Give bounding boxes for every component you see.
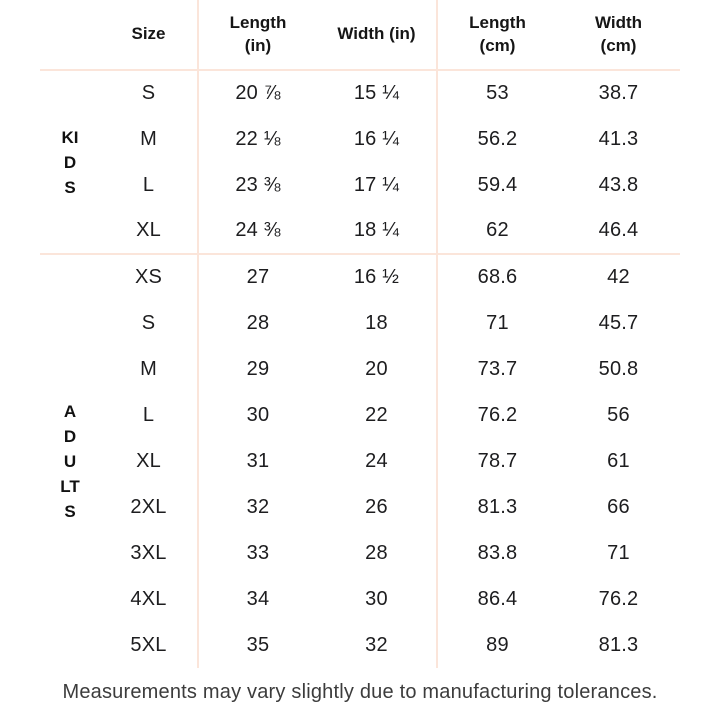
- length-in-cell: 23 ⅜: [235, 173, 281, 196]
- width-in-cell: 26: [317, 484, 438, 530]
- table-body: KIDS S 20 ⅞ 15 ¼ 53 38.7 M 22 ⅛ 16 ¼ 56.2 41.3 L 23 …: [40, 70, 680, 668]
- length-in-cell: 32: [246, 495, 270, 518]
- width-in-cell: 20: [317, 346, 438, 392]
- width-in-cell: 22: [317, 392, 438, 438]
- width-in-cell: 16 ½: [317, 254, 438, 300]
- group-label-adults: ADULTS: [40, 254, 100, 668]
- width-cm-cell: 42: [607, 266, 630, 288]
- width-cm-cell: 56: [607, 403, 630, 426]
- length-in-cell: 24 ⅜: [198, 208, 317, 255]
- size-cell: XL: [100, 208, 199, 255]
- length-cm-cell: 56.2: [477, 127, 518, 150]
- header-length-in: Length (in): [198, 0, 317, 71]
- length-in-cell: 29: [246, 357, 270, 380]
- width-cm-cell: 50.8: [598, 357, 639, 380]
- length-cm-cell: 73.7: [477, 357, 518, 380]
- width-cm-cell: 76.2: [598, 587, 639, 610]
- size-cell: L: [100, 392, 199, 438]
- table-row: ADULTS XS 27 16 ½ 68.6 42: [40, 254, 680, 521]
- size-cell: XS: [100, 254, 199, 300]
- size-cell: L: [100, 162, 199, 208]
- table-row: 5XL 35 32 89 81.3: [40, 622, 680, 668]
- group-label-text: KIDS: [61, 127, 79, 197]
- width-cm-cell: 46.4: [557, 208, 680, 255]
- width-cm-cell: 41.3: [598, 127, 639, 150]
- width-in-cell: 18 ¼: [317, 208, 438, 255]
- group-label-text: ADULTS: [60, 402, 80, 521]
- size-chart-table: Size Length (in) Width (in) Length (cm) …: [40, 0, 680, 668]
- length-cm-cell: 53: [486, 82, 509, 104]
- width-cm-cell: 43.8: [598, 173, 639, 196]
- width-cm-cell: 81.3: [598, 633, 639, 656]
- table-row: S 28 18 71 45.7: [40, 300, 680, 346]
- table-row: KIDS S 20 ⅞ 15 ¼ 53 38.7: [40, 70, 680, 255]
- length-cm-cell: 76.2: [477, 403, 518, 426]
- size-cell: S: [100, 300, 199, 346]
- size-cell: 5XL: [100, 622, 199, 668]
- length-in-cell: 22 ⅛: [235, 127, 281, 150]
- size-cell: 3XL: [100, 530, 199, 576]
- width-in-cell: 17 ¼: [317, 162, 438, 208]
- width-in-cell: 15 ¼: [317, 70, 438, 116]
- table-row: 2XL 32 26 81.3 66: [40, 484, 680, 530]
- size-cell: 4XL: [100, 576, 199, 622]
- length-cm-cell: 71: [486, 311, 509, 334]
- length-cm-cell: 86.4: [477, 587, 518, 610]
- table-row: M 29 20 73.7 50.8: [40, 346, 680, 392]
- length-cm-cell: 59.4: [477, 173, 518, 196]
- header-row: Size Length (in) Width (in) Length (cm) …: [40, 0, 680, 71]
- header-width-cm: Width (cm): [557, 0, 680, 71]
- table-row: XL 31 24 78.7 61: [40, 438, 680, 484]
- length-cm-cell: 81.3: [477, 495, 518, 518]
- header-size: Size: [100, 0, 199, 71]
- table-row: 4XL 34 30 86.4 76.2: [40, 576, 680, 622]
- length-cm-cell: 68.6: [477, 266, 518, 288]
- size-cell: XL: [100, 438, 199, 484]
- width-in-cell: 16 ¼: [317, 116, 438, 162]
- width-cm-cell: 71: [607, 541, 630, 564]
- length-in-cell: 35: [246, 633, 270, 656]
- table-header: Size Length (in) Width (in) Length (cm) …: [40, 0, 680, 71]
- length-in-cell: 20 ⅞: [235, 82, 281, 104]
- length-in-cell: 27: [246, 266, 270, 288]
- size-cell: 2XL: [100, 484, 199, 530]
- size-cell: M: [100, 346, 199, 392]
- width-in-cell: 32: [317, 622, 438, 668]
- size-cell: M: [100, 116, 199, 162]
- length-in-cell: 28: [246, 311, 270, 334]
- length-cm-cell: 89: [486, 633, 509, 656]
- header-width-in: Width (in): [317, 0, 438, 71]
- header-group-spacer: [40, 0, 100, 71]
- table-row: L 30 22 76.2 56: [40, 392, 680, 438]
- width-in-cell: 28: [317, 530, 438, 576]
- table-row: M 22 ⅛ 16 ¼ 56.2 41.3: [40, 116, 680, 162]
- table-row: 3XL 33 28 83.8 71: [40, 530, 680, 576]
- width-cm-cell: 45.7: [598, 311, 639, 334]
- length-cm-cell: 62: [437, 208, 557, 255]
- width-cm-cell: 61: [607, 449, 630, 472]
- table-row: L 23 ⅜ 17 ¼ 59.4 43.8: [40, 162, 680, 208]
- width-cm-cell: 38.7: [598, 82, 639, 104]
- tolerance-note: Measurements may vary slightly due to ma…: [62, 681, 658, 703]
- length-cm-cell: 83.8: [477, 541, 518, 564]
- length-in-cell: 30: [246, 403, 270, 426]
- table-row: XL 24 ⅜ 18 ¼ 62 46.4: [40, 208, 680, 255]
- length-in-cell: 33: [246, 541, 270, 564]
- width-in-cell: 18: [317, 300, 438, 346]
- size-cell: S: [100, 70, 199, 116]
- length-in-cell: 31: [246, 449, 270, 472]
- header-length-cm: Length (cm): [437, 0, 557, 71]
- width-in-cell: 24: [317, 438, 438, 484]
- width-cm-cell: 66: [607, 495, 630, 518]
- length-cm-cell: 78.7: [477, 449, 518, 472]
- group-label-kids: KIDS: [40, 70, 100, 255]
- width-in-cell: 30: [317, 576, 438, 622]
- length-in-cell: 34: [246, 587, 270, 610]
